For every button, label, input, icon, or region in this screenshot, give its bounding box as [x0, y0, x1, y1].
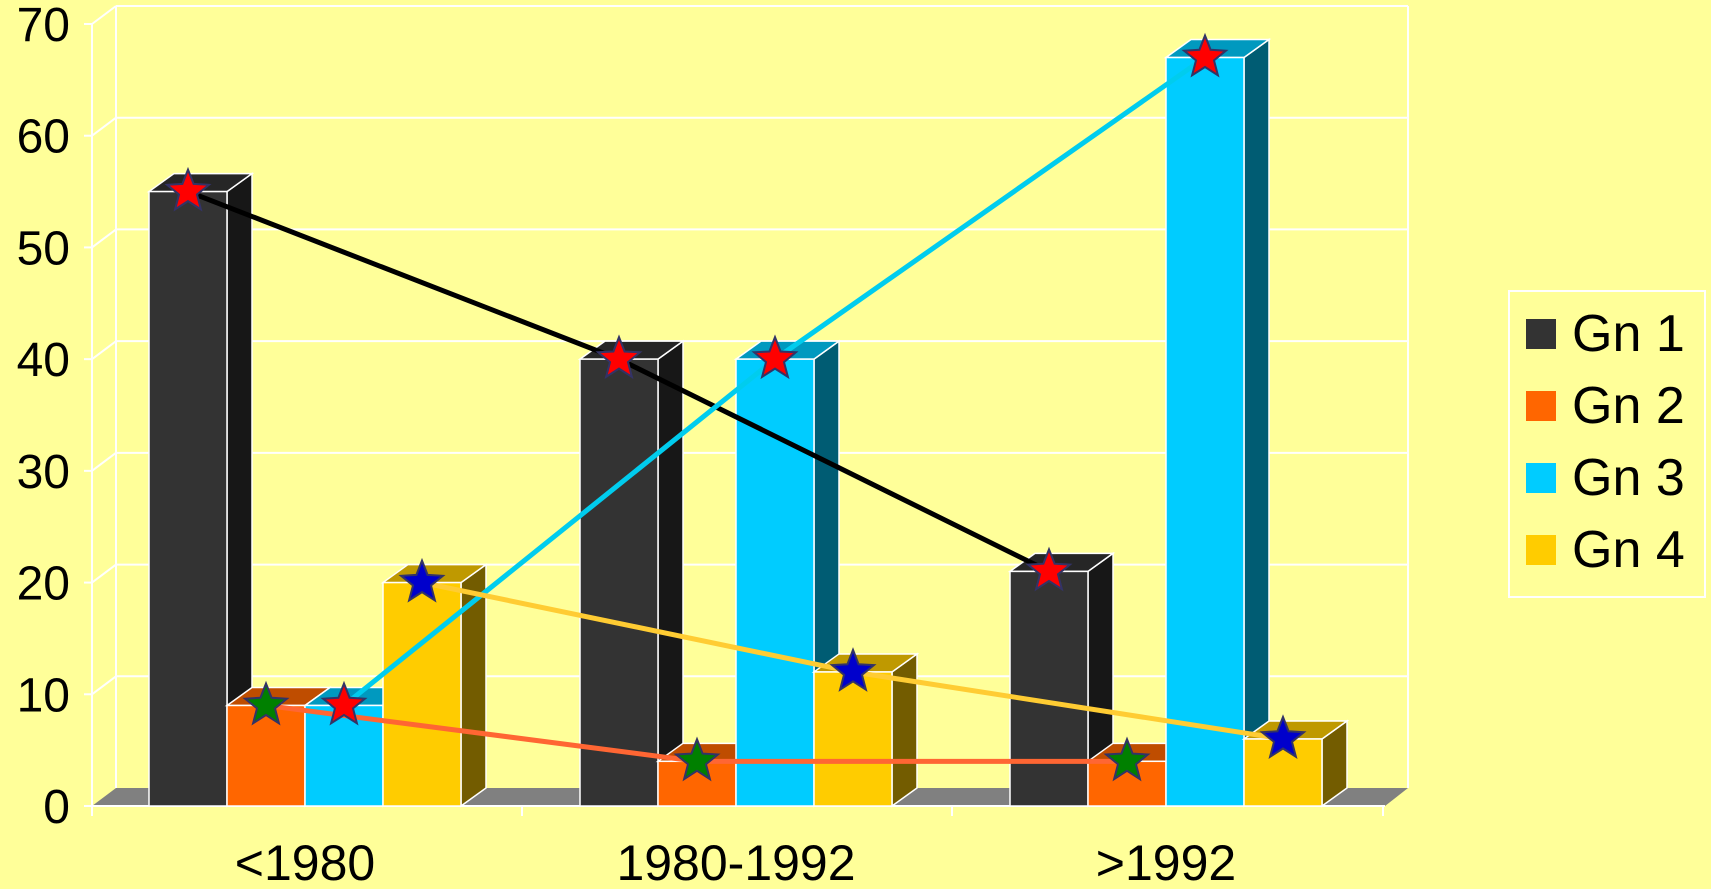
bar [577, 339, 686, 808]
star-marker [829, 647, 877, 692]
bar-front [579, 358, 659, 807]
x-tick-label: 1980-1992 [616, 835, 855, 889]
star-marker [1181, 32, 1229, 78]
gridline-side [91, 675, 117, 696]
bar-side [1243, 38, 1270, 808]
legend-label-gn2: Gn 2 [1572, 377, 1685, 435]
gridline-side [91, 228, 117, 249]
star-marker [164, 166, 212, 212]
bar [146, 172, 255, 808]
y-tick-label: 50 [17, 222, 70, 275]
star-marker [1025, 546, 1073, 592]
bar-side [657, 339, 684, 808]
legend-label-gn1: Gn 1 [1572, 305, 1685, 363]
y-tick-label: 30 [17, 446, 70, 499]
bar-front [148, 190, 228, 807]
x-tick-label: >1992 [1096, 835, 1236, 889]
y-tick-label: 60 [17, 111, 70, 164]
star-marker [673, 736, 721, 782]
y-tick-label: 70 [17, 0, 70, 52]
legend-swatch-gn4 [1526, 535, 1556, 565]
legend-swatch-gn3 [1526, 463, 1556, 493]
bar-front [1165, 56, 1245, 807]
gridline-side [91, 452, 117, 472]
legend-label-gn3: Gn 3 [1572, 449, 1685, 507]
y-tick-label: 10 [17, 669, 70, 722]
star-marker [1103, 736, 1151, 782]
legend-label-gn4: Gn 4 [1572, 521, 1685, 579]
gridline-side [91, 5, 117, 25]
bar-front [1009, 570, 1089, 807]
bar [1163, 38, 1272, 808]
x-tick-label: <1980 [235, 835, 375, 889]
gridline-side [91, 563, 117, 584]
ticks-layer: 0 10 20 30 40 50 60 70 <1980 1980-1992 >1992 [17, 0, 1237, 889]
legend-swatch-gn1 [1526, 319, 1556, 349]
bar-front [735, 358, 815, 807]
legend-item-gn2: Gn 2 [1526, 380, 1685, 432]
legend-item-gn1: Gn 1 [1526, 308, 1685, 360]
legend-swatch-gn2 [1526, 391, 1556, 421]
bar [1007, 551, 1116, 808]
bars-layer [146, 38, 1350, 808]
gridline-side [91, 340, 117, 360]
star-marker [242, 680, 290, 726]
legend: Gn 1 Gn 2 Gn 3 Gn 4 [1508, 290, 1706, 598]
star-marker [1259, 714, 1307, 760]
y-tick-label: 20 [17, 558, 70, 611]
bar-front [226, 704, 306, 807]
gridline-side [91, 116, 117, 137]
bar-front [382, 581, 462, 807]
y-tick-label: 0 [43, 781, 70, 834]
legend-item-gn4: Gn 4 [1526, 524, 1685, 576]
star-marker [320, 680, 368, 726]
star-marker [751, 334, 799, 380]
legend-item-gn3: Gn 3 [1526, 452, 1685, 504]
y-tick-label: 40 [17, 334, 70, 387]
star-marker [595, 334, 643, 380]
bar-front [813, 671, 893, 807]
star-marker [398, 557, 446, 603]
bar [811, 652, 920, 808]
stars-layer [164, 32, 1307, 782]
